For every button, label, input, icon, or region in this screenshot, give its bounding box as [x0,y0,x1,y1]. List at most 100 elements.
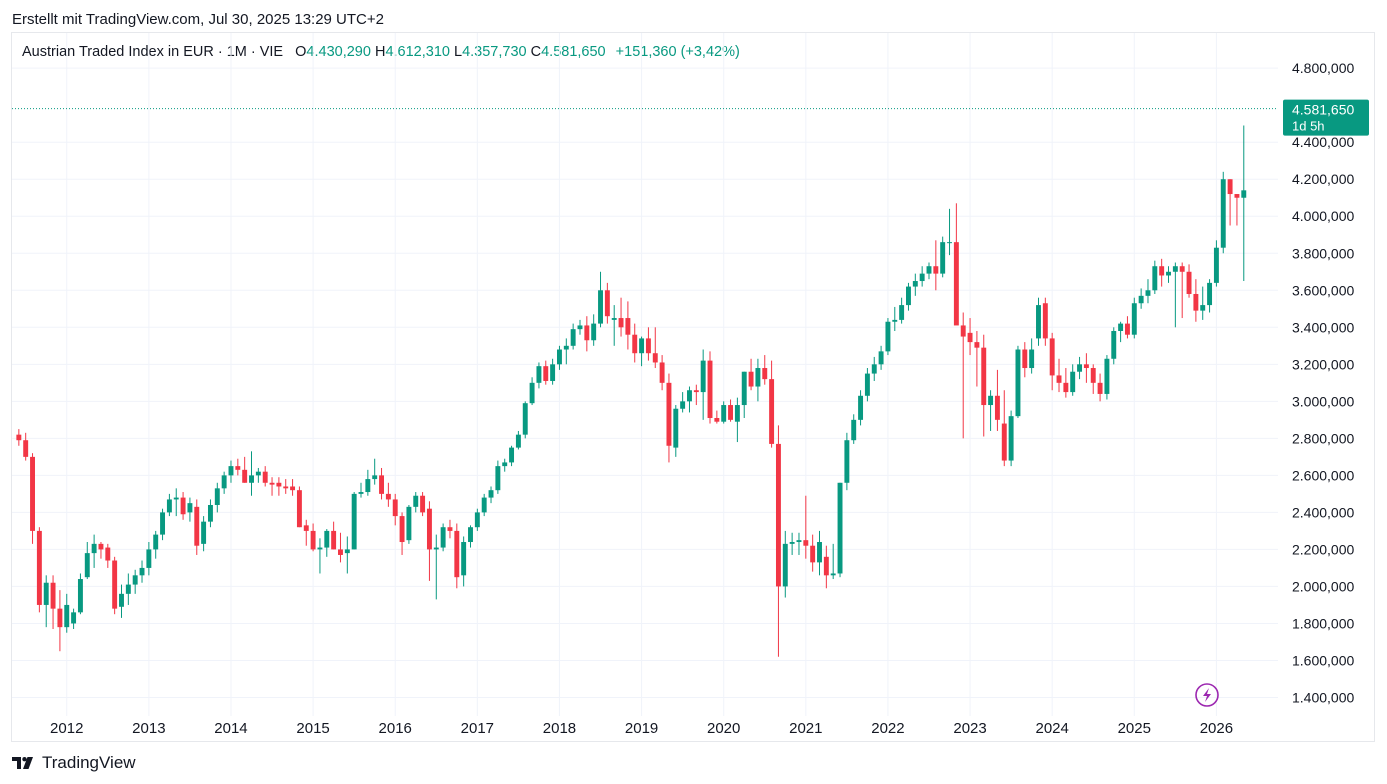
candle [1234,194,1240,226]
candle-body [721,405,727,422]
candle-body [1111,331,1117,359]
candle [1056,358,1062,393]
candle-body [235,466,241,470]
candle [1179,262,1185,319]
candle-body [570,329,576,346]
candle [1200,286,1206,320]
candle-body [885,321,891,352]
candle [632,323,638,363]
lightning-bolt [1203,688,1211,702]
candle-body [1172,266,1178,272]
candle-body [823,556,829,576]
x-tick-label: 2025 [1118,720,1151,737]
candle-body [1213,247,1219,283]
candle-body [1138,295,1144,304]
candle-body [338,549,343,555]
candle [1124,316,1130,339]
candle-body [201,521,207,544]
ohlc-legend: Austrian Traded Index in EUR · 1M · VIE … [22,44,740,60]
candle-body [550,364,556,381]
candle-body [584,325,590,341]
candle [707,351,713,424]
candle [43,575,49,628]
candle-body [1166,271,1171,276]
tradingview-footer[interactable]: TradingView [12,753,136,773]
candle [1213,240,1219,287]
candle-body [851,419,857,441]
candle [762,355,768,385]
candle [680,392,686,413]
price-axis[interactable]: 4.800,000 4.400,000 4.200,000 4.000,000 3.80… [1292,60,1354,705]
candle-body [420,495,426,513]
candle [529,377,535,406]
candle [817,530,822,576]
candle-body [645,338,651,354]
candle-body [556,349,562,365]
time-axis[interactable]: 2012 2013 2014 2015 2016 2017 2018 2019 2020 2021… [50,720,1233,737]
candle [468,525,473,548]
candle [187,497,193,522]
candle-body [536,366,542,383]
candle-body [1124,323,1130,335]
candle-body [365,479,371,493]
candle-body [1090,368,1096,383]
candle [988,390,994,431]
candle [1063,368,1069,398]
candle-body [529,382,535,404]
candle-body [782,543,788,587]
candle [440,523,446,552]
candle [365,469,371,496]
candle-body [659,362,665,383]
candle-body [953,242,959,326]
candle-body [392,499,398,517]
candle [755,358,761,402]
candle [242,456,248,483]
candle-body [755,368,761,387]
candle-body [495,466,501,491]
candle [994,369,1000,431]
candle [269,477,275,496]
candle-body [91,543,97,554]
candle [1083,353,1089,383]
candle [454,523,460,589]
candle [844,432,850,491]
x-tick-label: 2018 [543,720,576,737]
candle-body [967,332,973,343]
candle-body [789,542,795,544]
candle [153,530,159,559]
candle [71,608,77,630]
candle [84,542,90,580]
candle-body [1015,349,1021,417]
candle [406,504,412,544]
candle-body [680,401,686,409]
candle-body [632,334,638,354]
candle [1049,332,1055,391]
candle [515,430,521,450]
candle-body [194,506,200,546]
candle [536,362,542,389]
candle-body [180,497,186,515]
candle-body [112,560,118,609]
candle-body [461,542,467,576]
candle-body [166,499,172,513]
candle [1036,297,1041,346]
candle [1077,356,1083,380]
candle [1118,321,1124,343]
candle [502,458,508,472]
candle-body [1179,266,1185,272]
candle [201,516,207,552]
candle [132,569,138,594]
symbol-label[interactable]: Austrian Traded Index in EUR · 1M · VIE [22,44,284,60]
candle [741,371,747,418]
y-tick-label: 4.000,000 [1292,208,1354,224]
candle-body [77,579,83,613]
y-tick-label: 2.800,000 [1292,430,1354,446]
candle-body [502,462,508,467]
candle-body [775,443,781,587]
candle [604,282,610,324]
lightning-icon[interactable] [1195,683,1219,707]
candle [105,543,111,568]
candle [556,345,562,370]
candle-body [406,506,412,541]
